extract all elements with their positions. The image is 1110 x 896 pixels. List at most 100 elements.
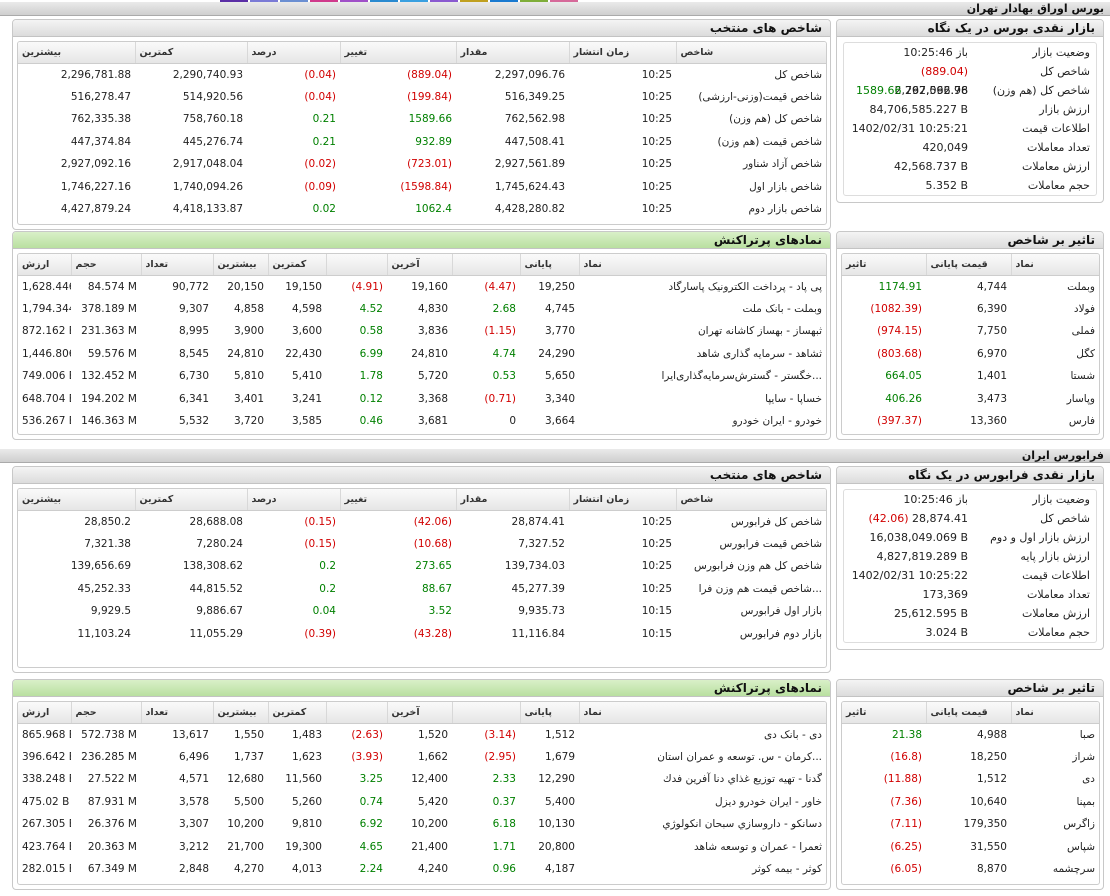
cell-name[interactable]: ثعمرا - عمران و توسعه شاهد [694,840,822,853]
table-row[interactable]: 475.02 B 87.931 M 3,578 5,500 5,260 0.74 5,420… [18,791,826,814]
table-row[interactable]: 1,446.806 B 59.576 M 8,545 24,810 22,430 6.99… [18,343,826,366]
cell-symbol[interactable]: شراز [1072,750,1095,763]
cell-time: 10:25 [641,582,672,595]
cell-name[interactable]: خگستر - گسترش‌سرمایه‌گذاری‌ایرا... [661,370,822,383]
table-row[interactable]: 11,103.24 11,055.29 (0.39) (43.28) 11,116.84… [18,623,826,646]
cell-name[interactable]: گدنا - تهيه توزيع غذاي دنا آفرين فدك [662,773,822,786]
table-row[interactable]: 7,321.38 7,280.24 (0.15) (10.68) 7,327.52 10:… [18,533,826,556]
glance-value-text: 3.024 B [925,626,968,639]
cell-high: 2,927,092.16 [60,158,131,171]
cell-last: 4,240 [417,863,448,876]
table-row[interactable]: 9,929.5 9,886.67 0.04 3.52 9,935.73 10:15 بازا… [18,600,826,623]
table-row[interactable]: (974.15) 7,750 فملی [842,320,1099,343]
cell-low: 5,260 [291,795,322,808]
table-row[interactable]: 2,927,092.16 2,917,048.04 (0.02) (723.01) 2,… [18,153,826,176]
cell-count: 3,307 [178,818,209,831]
table-row[interactable]: (11.88) 1,512 دی [842,768,1099,791]
cell-symbol[interactable]: فولاد [1073,302,1095,315]
cell-last: 4,830 [417,302,448,315]
panel-title: تاثیر بر شاخص [1007,681,1095,695]
table-row[interactable]: 872.162 B 231.363 M 8,995 3,900 3,600 0.58 3,8… [18,320,826,343]
cell-symbol[interactable]: سرچشمه [1052,863,1095,876]
table-row[interactable]: 447,374.84 445,276.74 0.21 932.89 447,508.41… [18,131,826,154]
cell-value: 1,446.806 B [22,347,71,360]
table-row[interactable]: 139,656.69 138,308.62 0.2 273.65 139,734.03 1… [18,555,826,578]
table-row[interactable]: (6.25) 31,550 شپاس [842,836,1099,859]
cell-time: 10:25 [641,158,672,171]
glance-value: باز 10:25:46 [903,43,968,62]
table-row[interactable]: 749.006 B 132.452 M 6,730 5,810 5,410 1.78 5,7… [18,365,826,388]
glance-row: تعداد معاملات 420,049 [844,138,1096,157]
table-row[interactable]: (7.36) 10,640 بمپنا [842,791,1099,814]
table-row[interactable]: (1082.39) 6,390 فولاد [842,298,1099,321]
column-header [325,702,387,724]
cell-name[interactable]: دی - بانک دی [763,728,822,741]
table-row[interactable]: 338.248 B 27.522 M 4,571 12,680 11,560 3.25 12… [18,768,826,791]
table-row[interactable]: 406.26 3,473 وپاسار [842,388,1099,411]
table-row[interactable]: 4,427,879.24 4,418,133.87 0.02 1062.4 4,428,… [18,198,826,221]
cell-symbol[interactable]: فارس [1068,415,1095,428]
table-row[interactable]: 516,278.47 514,920.56 (0.04) (199.84) 516,34… [18,86,826,109]
table-row[interactable]: 267.305 B 26.376 M 3,307 10,200 9,810 6.92 10,… [18,813,826,836]
cell-high: 20,150 [227,280,264,293]
glance-value: 4,827,819.289 B [876,547,968,566]
cell-time: 10:25 [641,515,672,528]
cell-name[interactable]: وبملت - بانک ملت [742,302,822,315]
column-header: مقدار [455,42,569,64]
table-row[interactable]: 2,296,781.88 2,290,740.93 (0.04) (889.04) 2,… [18,63,826,86]
cell-name[interactable]: کرمان - س. توسعه و عمران استان... [657,750,822,763]
cell-close: 5,650 [544,370,575,383]
cell-name[interactable]: ثبهساز - بهساز کاشانه تهران [697,325,822,338]
cell-symbol[interactable]: وبملت [1067,280,1095,293]
cell-change: (42.06) [413,515,452,528]
table-row[interactable]: 536.267 B 146.363 M 5,532 3,720 3,585 0.46 3,6… [18,410,826,433]
column-header: شاخص [675,489,826,511]
panel-title: تاثیر بر شاخص [1007,233,1095,247]
table-row[interactable]: (397.37) 13,360 فارس [842,410,1099,433]
glance-change: (889.04) [920,65,968,78]
strip-segment [520,0,548,2]
cell-symbol[interactable]: شپاس [1067,840,1095,853]
cell-name[interactable]: ثشاهد - سرمایه گذاری شاهد [696,347,822,360]
cell-name[interactable]: دسانکو - داروسازي سبحان انکولوژي [662,818,822,831]
table-row[interactable]: (16.8) 18,250 شراز [842,746,1099,769]
table-row[interactable]: 1,794.344 B 378.189 M 9,307 4,858 4,598 4.52 4… [18,298,826,321]
cell-symbol[interactable]: صبا [1079,728,1095,741]
cell-impact: (6.25) [890,840,922,853]
table-row[interactable]: 762,335.38 758,760.18 0.21 1589.66 762,562.9… [18,108,826,131]
table-row[interactable]: 28,850.2 28,688.08 (0.15) (42.06) 28,874.41 1… [18,510,826,533]
table-row[interactable]: 865.968 B 572.738 M 13,617 1,550 1,483 (2.63)… [18,723,826,746]
table-row[interactable]: (803.68) 6,970 کگل [842,343,1099,366]
table-row[interactable]: 396.642 B 236.285 M 6,496 1,737 1,623 (3.93) 1… [18,746,826,769]
table-row[interactable]: (6.05) 8,870 سرچشمه [842,858,1099,881]
table-row[interactable]: 648.704 B 194.202 M 6,341 3,401 3,241 0.12 3,3… [18,388,826,411]
cell-pct: (0.04) [304,68,336,81]
cell-symbol[interactable]: کگل [1076,347,1095,360]
panel-title: بازار نقدی فرابورس در یک نگاه [908,468,1095,482]
table-row[interactable]: 1,628.446 B 84.574 M 90,772 20,150 19,150 (4.… [18,275,826,298]
table-row[interactable]: 1174.91 4,744 وبملت [842,275,1099,298]
table-row[interactable]: 45,252.33 44,815.52 0.2 88.67 45,277.39 10:25… [18,578,826,601]
cell-name[interactable]: خودرو - ایران خودرو [732,415,822,428]
cell-symbol[interactable]: شستا [1070,370,1095,383]
strip-segment [220,0,248,2]
cell-symbol[interactable]: دی [1082,773,1095,786]
cell-name[interactable]: خساپا - سایپا [765,392,822,405]
table-row[interactable]: (7.11) 179,350 زاگرس [842,813,1099,836]
table-row[interactable]: 423.764 B 20.363 M 3,212 21,700 19,300 4.65 21… [18,836,826,859]
cell-name[interactable]: کوثر - بیمه کوثر [752,863,822,876]
cell-value: 2,297,096.76 [494,68,565,81]
cell-time: 10:25 [641,560,672,573]
cell-name[interactable]: پی پاد - پرداخت الکترونیک پاسارگاد [668,280,822,293]
cell-name[interactable]: خاور - ایران خودرو دیزل [715,795,822,808]
cell-symbol[interactable]: وپاسار [1066,392,1095,405]
cell-symbol[interactable]: فملی [1071,325,1095,338]
cell-symbol[interactable]: بمپنا [1076,795,1095,808]
cell-volume: 27.522 M [87,773,137,786]
table-row[interactable]: 664.05 1,401 شستا [842,365,1099,388]
table-row[interactable]: 282.015 B 67.349 M 2,848 4,270 4,013 2.24 4,24… [18,858,826,881]
table-row[interactable]: 21.38 4,988 صبا [842,723,1099,746]
cell-cchg: 0.53 [492,370,516,383]
cell-symbol[interactable]: زاگرس [1063,818,1095,831]
table-row[interactable]: 1,746,227.16 1,740,094.26 (0.09) (1598.84) 1… [18,176,826,199]
